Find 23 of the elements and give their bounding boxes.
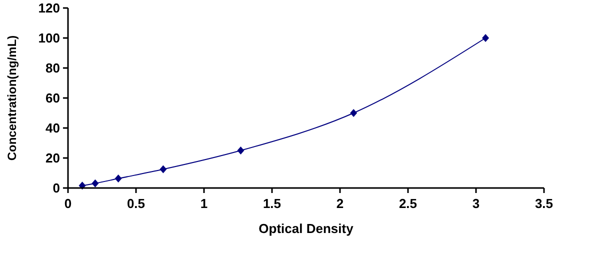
x-tick-label: 2.5 — [398, 196, 418, 211]
point — [160, 165, 167, 174]
x-tick-label: 1.5 — [262, 196, 282, 211]
y-tick-label: 40 — [46, 120, 60, 136]
x-tick-label: 3.5 — [534, 196, 554, 211]
x-tick-label: 0.5 — [126, 196, 146, 211]
x-tick-label: 3 — [472, 196, 480, 211]
y-axis-title: Concentration(ng/mL) — [5, 35, 19, 161]
point — [350, 109, 358, 117]
point — [237, 146, 244, 154]
y-tick-label: 80 — [46, 60, 60, 76]
x-tick-label: 0 — [64, 196, 72, 211]
x-axis-title: Optical Density — [258, 221, 354, 236]
y-tick-label: 60 — [46, 90, 60, 106]
x-tick-label: 2 — [336, 196, 344, 211]
x-tick-label: 1 — [200, 196, 208, 211]
point — [92, 179, 99, 188]
y-tick-label: 120 — [38, 0, 60, 16]
y-tick-label: 0 — [52, 180, 60, 196]
point — [482, 34, 490, 42]
y-tick-label: 100 — [38, 30, 60, 46]
point — [114, 174, 122, 183]
y-tick-label: 20 — [46, 150, 60, 166]
